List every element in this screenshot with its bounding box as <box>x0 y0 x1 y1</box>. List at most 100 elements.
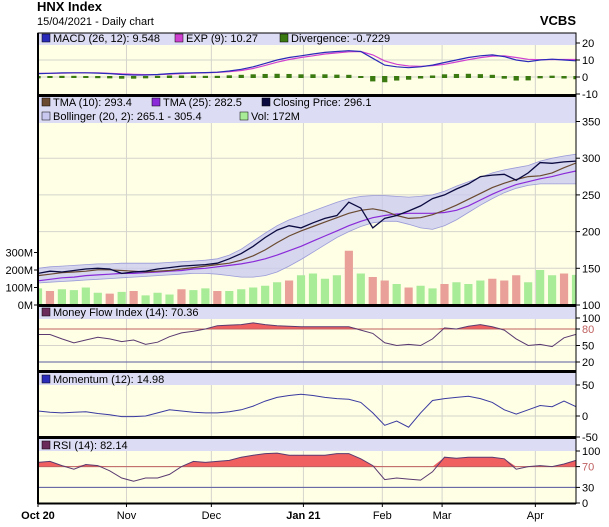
y-tick-label: 300 <box>582 153 600 165</box>
mfi-line <box>38 322 576 348</box>
divergence-bar <box>549 75 555 78</box>
rsi-legend-label: RSI (14): 82.14 <box>53 440 128 452</box>
tma10-swatch <box>41 97 51 107</box>
divergence-bar <box>561 76 567 79</box>
volume-bar <box>237 289 246 305</box>
y-tick-label: 200 <box>582 227 600 239</box>
volume-bar <box>308 273 318 305</box>
x-tick-label: Apr <box>527 510 544 522</box>
legend-band <box>38 96 576 123</box>
divergence-bar <box>453 73 460 78</box>
divergence-bar <box>119 76 125 79</box>
volume-bar <box>512 275 521 305</box>
volume-bar <box>488 278 497 305</box>
divergence-bar <box>346 74 352 78</box>
volume-bar <box>500 280 509 305</box>
volume-bar <box>153 292 162 305</box>
volume-bar <box>547 275 557 305</box>
y-tick-label: 0 <box>582 498 588 510</box>
brand-label: VCBS <box>540 13 576 28</box>
divergence-bar <box>71 75 77 78</box>
volume-legend-label: Vol: 172M <box>251 111 300 123</box>
volume-bar <box>45 291 55 305</box>
divergence-bar <box>38 76 41 79</box>
close-legend-label: Closing Price: 296.1 <box>273 97 371 109</box>
volume-bar <box>536 270 545 305</box>
volume-bar <box>296 275 306 305</box>
rsi-legend: RSI (14): 82.14 <box>41 440 128 452</box>
y-tick-label: 80 <box>582 324 594 336</box>
y-tick-label: 100 <box>582 446 600 458</box>
volume-bar <box>524 282 533 305</box>
volume-tick-label: 300M <box>5 248 33 260</box>
divergence-bar <box>513 76 519 81</box>
y-tick-label: 70 <box>582 462 594 474</box>
rsi-swatch <box>41 440 51 450</box>
divergence-bar <box>322 74 328 78</box>
divergence-bar <box>190 75 197 78</box>
divergence-bar <box>525 76 531 81</box>
divergence-bar <box>262 73 268 78</box>
divergence-bar <box>131 76 137 79</box>
y-tick-label: 10 <box>582 55 594 67</box>
volume-bar <box>201 288 210 305</box>
macd-line <box>38 50 576 76</box>
x-tick-label: Oct 20 <box>21 510 55 522</box>
macd-legend: MACD (26, 12): 9.548 EXP (9): 10.27 Dive… <box>41 33 390 45</box>
volume-tick-label: 200M <box>5 265 33 277</box>
momentum-legend: Momentum (12): 14.98 <box>41 374 164 386</box>
y-tick-label: 100 <box>582 300 600 312</box>
legend-band <box>38 372 576 385</box>
volume-bar <box>559 273 569 305</box>
y-tick-label: 350 <box>582 117 600 129</box>
divergence-bar <box>59 75 65 78</box>
volume-bar <box>93 292 102 305</box>
volume-bar <box>129 291 138 305</box>
volume-bar <box>320 278 330 305</box>
mfi-legend-label: Money Flow Index (14): 70.36 <box>53 307 199 319</box>
divergence-bar <box>250 74 256 78</box>
volume-bar <box>404 287 413 305</box>
price-legend: TMA (10): 293.4 TMA (25): 282.5 Closing … <box>41 97 371 123</box>
x-tick-label: Mar <box>433 510 452 522</box>
x-tick-label: Dec <box>202 510 222 522</box>
divergence-legend-label: Divergence: -0.7229 <box>291 33 390 45</box>
divergence-bar <box>310 74 316 78</box>
bollinger-band <box>38 153 576 284</box>
volume-bar <box>213 291 222 305</box>
divergence-bar <box>417 76 424 79</box>
divergence-bar <box>358 76 364 78</box>
volume-bar <box>571 274 576 305</box>
volume-bar <box>380 280 389 305</box>
volume-tick-label: 0M <box>18 300 33 312</box>
volume-swatch <box>239 111 249 121</box>
mfi-overbought-area <box>38 322 576 329</box>
divergence-bar <box>489 74 495 78</box>
y-tick-label: 250 <box>582 190 600 202</box>
volume-bar <box>81 287 90 305</box>
divergence-bar <box>202 75 209 78</box>
divergence-bar <box>214 75 220 78</box>
divergence-bar <box>394 76 400 81</box>
y-tick-label: 20 <box>582 357 594 369</box>
volume-bar <box>452 282 461 305</box>
rsi-overbought-area <box>38 453 576 467</box>
divergence-bar <box>573 76 576 80</box>
volume-bar <box>117 291 126 305</box>
volume-bar <box>225 291 234 305</box>
chart-subtitle: 15/04/2021 - Daily chart <box>37 16 154 28</box>
tma25-line <box>38 170 576 282</box>
divergence-bar <box>107 76 113 79</box>
divergence-bar <box>465 73 472 78</box>
volume-bar <box>332 275 341 305</box>
exp-line <box>38 50 576 76</box>
y-tick-label: 100 <box>582 313 600 325</box>
volume-bar <box>249 287 258 305</box>
y-tick-label: 0 <box>582 72 588 84</box>
divergence-bar <box>370 76 376 82</box>
chart-title: HNX Index <box>37 0 103 14</box>
volume-bar <box>189 290 198 305</box>
legend-band <box>38 438 576 451</box>
volume-bar <box>368 277 377 305</box>
y-tick-label: 50 <box>582 380 594 392</box>
